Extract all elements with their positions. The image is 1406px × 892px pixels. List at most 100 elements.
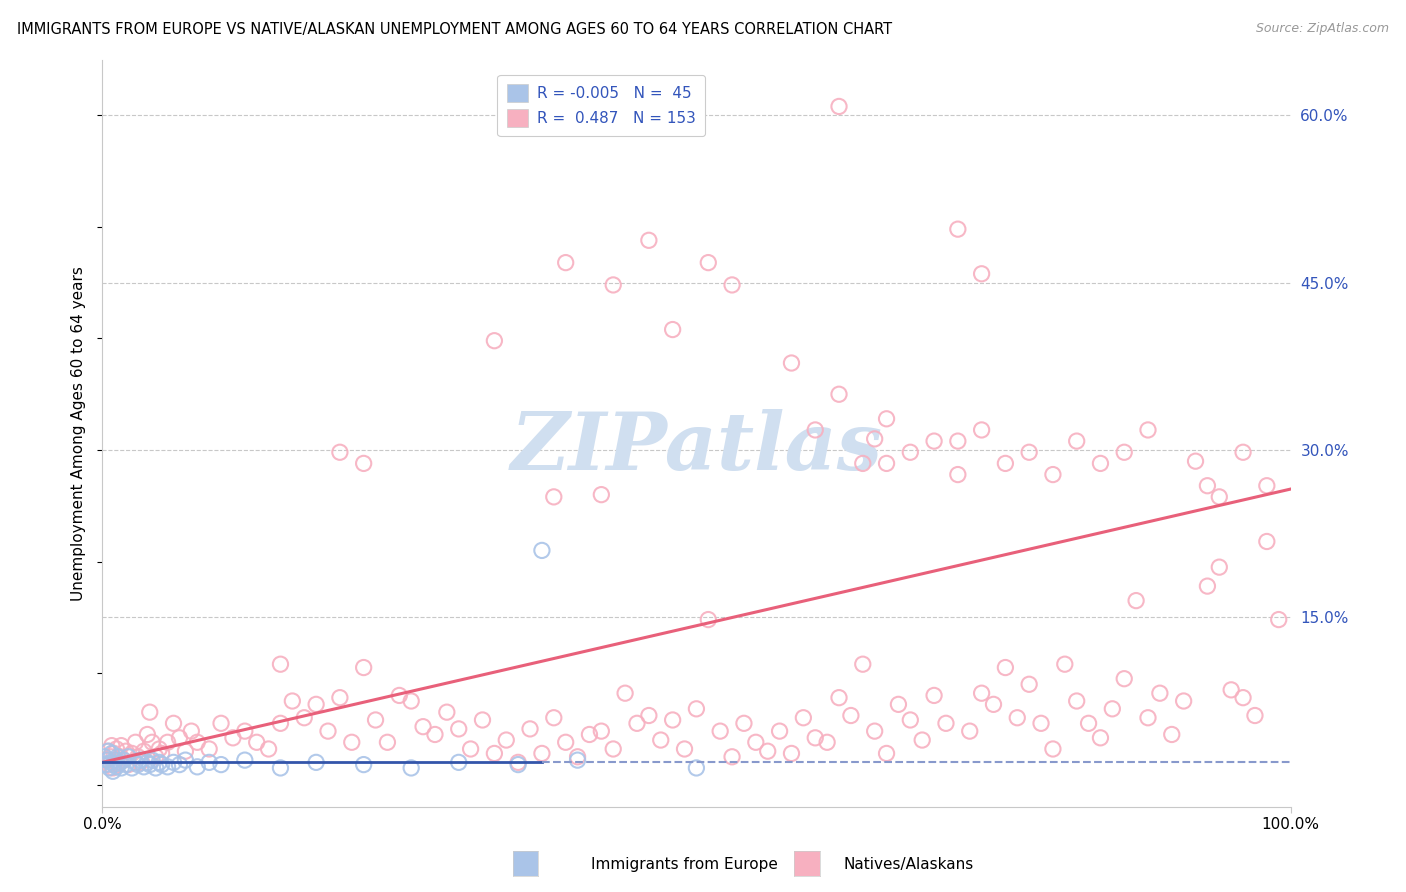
- Point: [1090, 731, 1112, 745]
- Point: [269, 657, 291, 672]
- Point: [104, 753, 127, 767]
- Point: [110, 739, 132, 753]
- Point: [898, 445, 921, 459]
- Text: Natives/Alaskans: Natives/Alaskans: [844, 857, 974, 872]
- Legend: R = -0.005   N =  45, R =  0.487   N = 153: R = -0.005 N = 45, R = 0.487 N = 153: [498, 75, 706, 136]
- Point: [994, 457, 1017, 471]
- Point: [115, 757, 138, 772]
- Point: [591, 488, 613, 502]
- Point: [567, 749, 589, 764]
- Point: [209, 757, 232, 772]
- Point: [887, 698, 910, 712]
- Point: [97, 744, 120, 758]
- Point: [471, 713, 494, 727]
- Point: [721, 277, 744, 292]
- Point: [329, 690, 352, 705]
- Point: [1066, 434, 1088, 449]
- Point: [353, 457, 375, 471]
- Point: [484, 747, 506, 761]
- Point: [353, 757, 375, 772]
- Point: [1184, 454, 1206, 468]
- Point: [602, 742, 624, 756]
- Point: [117, 749, 139, 764]
- Point: [591, 724, 613, 739]
- Point: [1208, 560, 1230, 574]
- Point: [922, 434, 945, 449]
- Point: [148, 756, 170, 770]
- Point: [98, 757, 121, 772]
- Point: [174, 753, 197, 767]
- Point: [1101, 702, 1123, 716]
- Point: [103, 757, 125, 772]
- Point: [852, 457, 875, 471]
- Point: [554, 255, 576, 269]
- Point: [353, 660, 375, 674]
- Point: [447, 722, 470, 736]
- Point: [863, 432, 886, 446]
- Point: [804, 423, 827, 437]
- Point: [292, 711, 315, 725]
- Point: [780, 356, 803, 370]
- Point: [107, 749, 129, 764]
- Point: [145, 761, 167, 775]
- Point: [186, 735, 208, 749]
- Point: [508, 756, 530, 770]
- Point: [388, 689, 411, 703]
- Point: [100, 756, 122, 770]
- Text: Source: ZipAtlas.com: Source: ZipAtlas.com: [1256, 22, 1389, 36]
- Point: [340, 735, 363, 749]
- Point: [145, 749, 167, 764]
- Point: [112, 753, 135, 767]
- Point: [1114, 672, 1136, 686]
- Point: [792, 711, 814, 725]
- Point: [305, 756, 328, 770]
- Point: [1232, 690, 1254, 705]
- Point: [1149, 686, 1171, 700]
- Point: [508, 757, 530, 772]
- Point: [127, 757, 149, 772]
- Point: [269, 716, 291, 731]
- Point: [959, 724, 981, 739]
- Point: [129, 756, 152, 770]
- Point: [780, 747, 803, 761]
- Point: [281, 694, 304, 708]
- Point: [104, 756, 127, 770]
- Point: [162, 756, 184, 770]
- Point: [186, 760, 208, 774]
- Point: [96, 753, 118, 767]
- Point: [222, 731, 245, 745]
- Point: [162, 716, 184, 731]
- Point: [946, 222, 969, 236]
- Point: [93, 749, 115, 764]
- Point: [316, 724, 339, 739]
- Point: [1208, 490, 1230, 504]
- Point: [100, 739, 122, 753]
- Point: [148, 742, 170, 756]
- Point: [1136, 423, 1159, 437]
- Point: [815, 735, 838, 749]
- Point: [399, 761, 422, 775]
- Point: [839, 708, 862, 723]
- Point: [1114, 445, 1136, 459]
- Point: [107, 757, 129, 772]
- Text: IMMIGRANTS FROM EUROPE VS NATIVE/ALASKAN UNEMPLOYMENT AMONG AGES 60 TO 64 YEARS : IMMIGRANTS FROM EUROPE VS NATIVE/ALASKAN…: [17, 22, 891, 37]
- Point: [530, 543, 553, 558]
- Point: [1042, 742, 1064, 756]
- Point: [100, 747, 122, 761]
- Point: [98, 761, 121, 775]
- Point: [661, 713, 683, 727]
- Point: [484, 334, 506, 348]
- Point: [697, 613, 720, 627]
- Point: [994, 660, 1017, 674]
- Point: [673, 742, 696, 756]
- Point: [124, 756, 146, 770]
- Point: [1197, 479, 1219, 493]
- Point: [1018, 677, 1040, 691]
- Point: [1244, 708, 1267, 723]
- Point: [804, 731, 827, 745]
- Point: [946, 434, 969, 449]
- Point: [1077, 716, 1099, 731]
- Point: [1173, 694, 1195, 708]
- Point: [876, 747, 898, 761]
- Point: [970, 686, 993, 700]
